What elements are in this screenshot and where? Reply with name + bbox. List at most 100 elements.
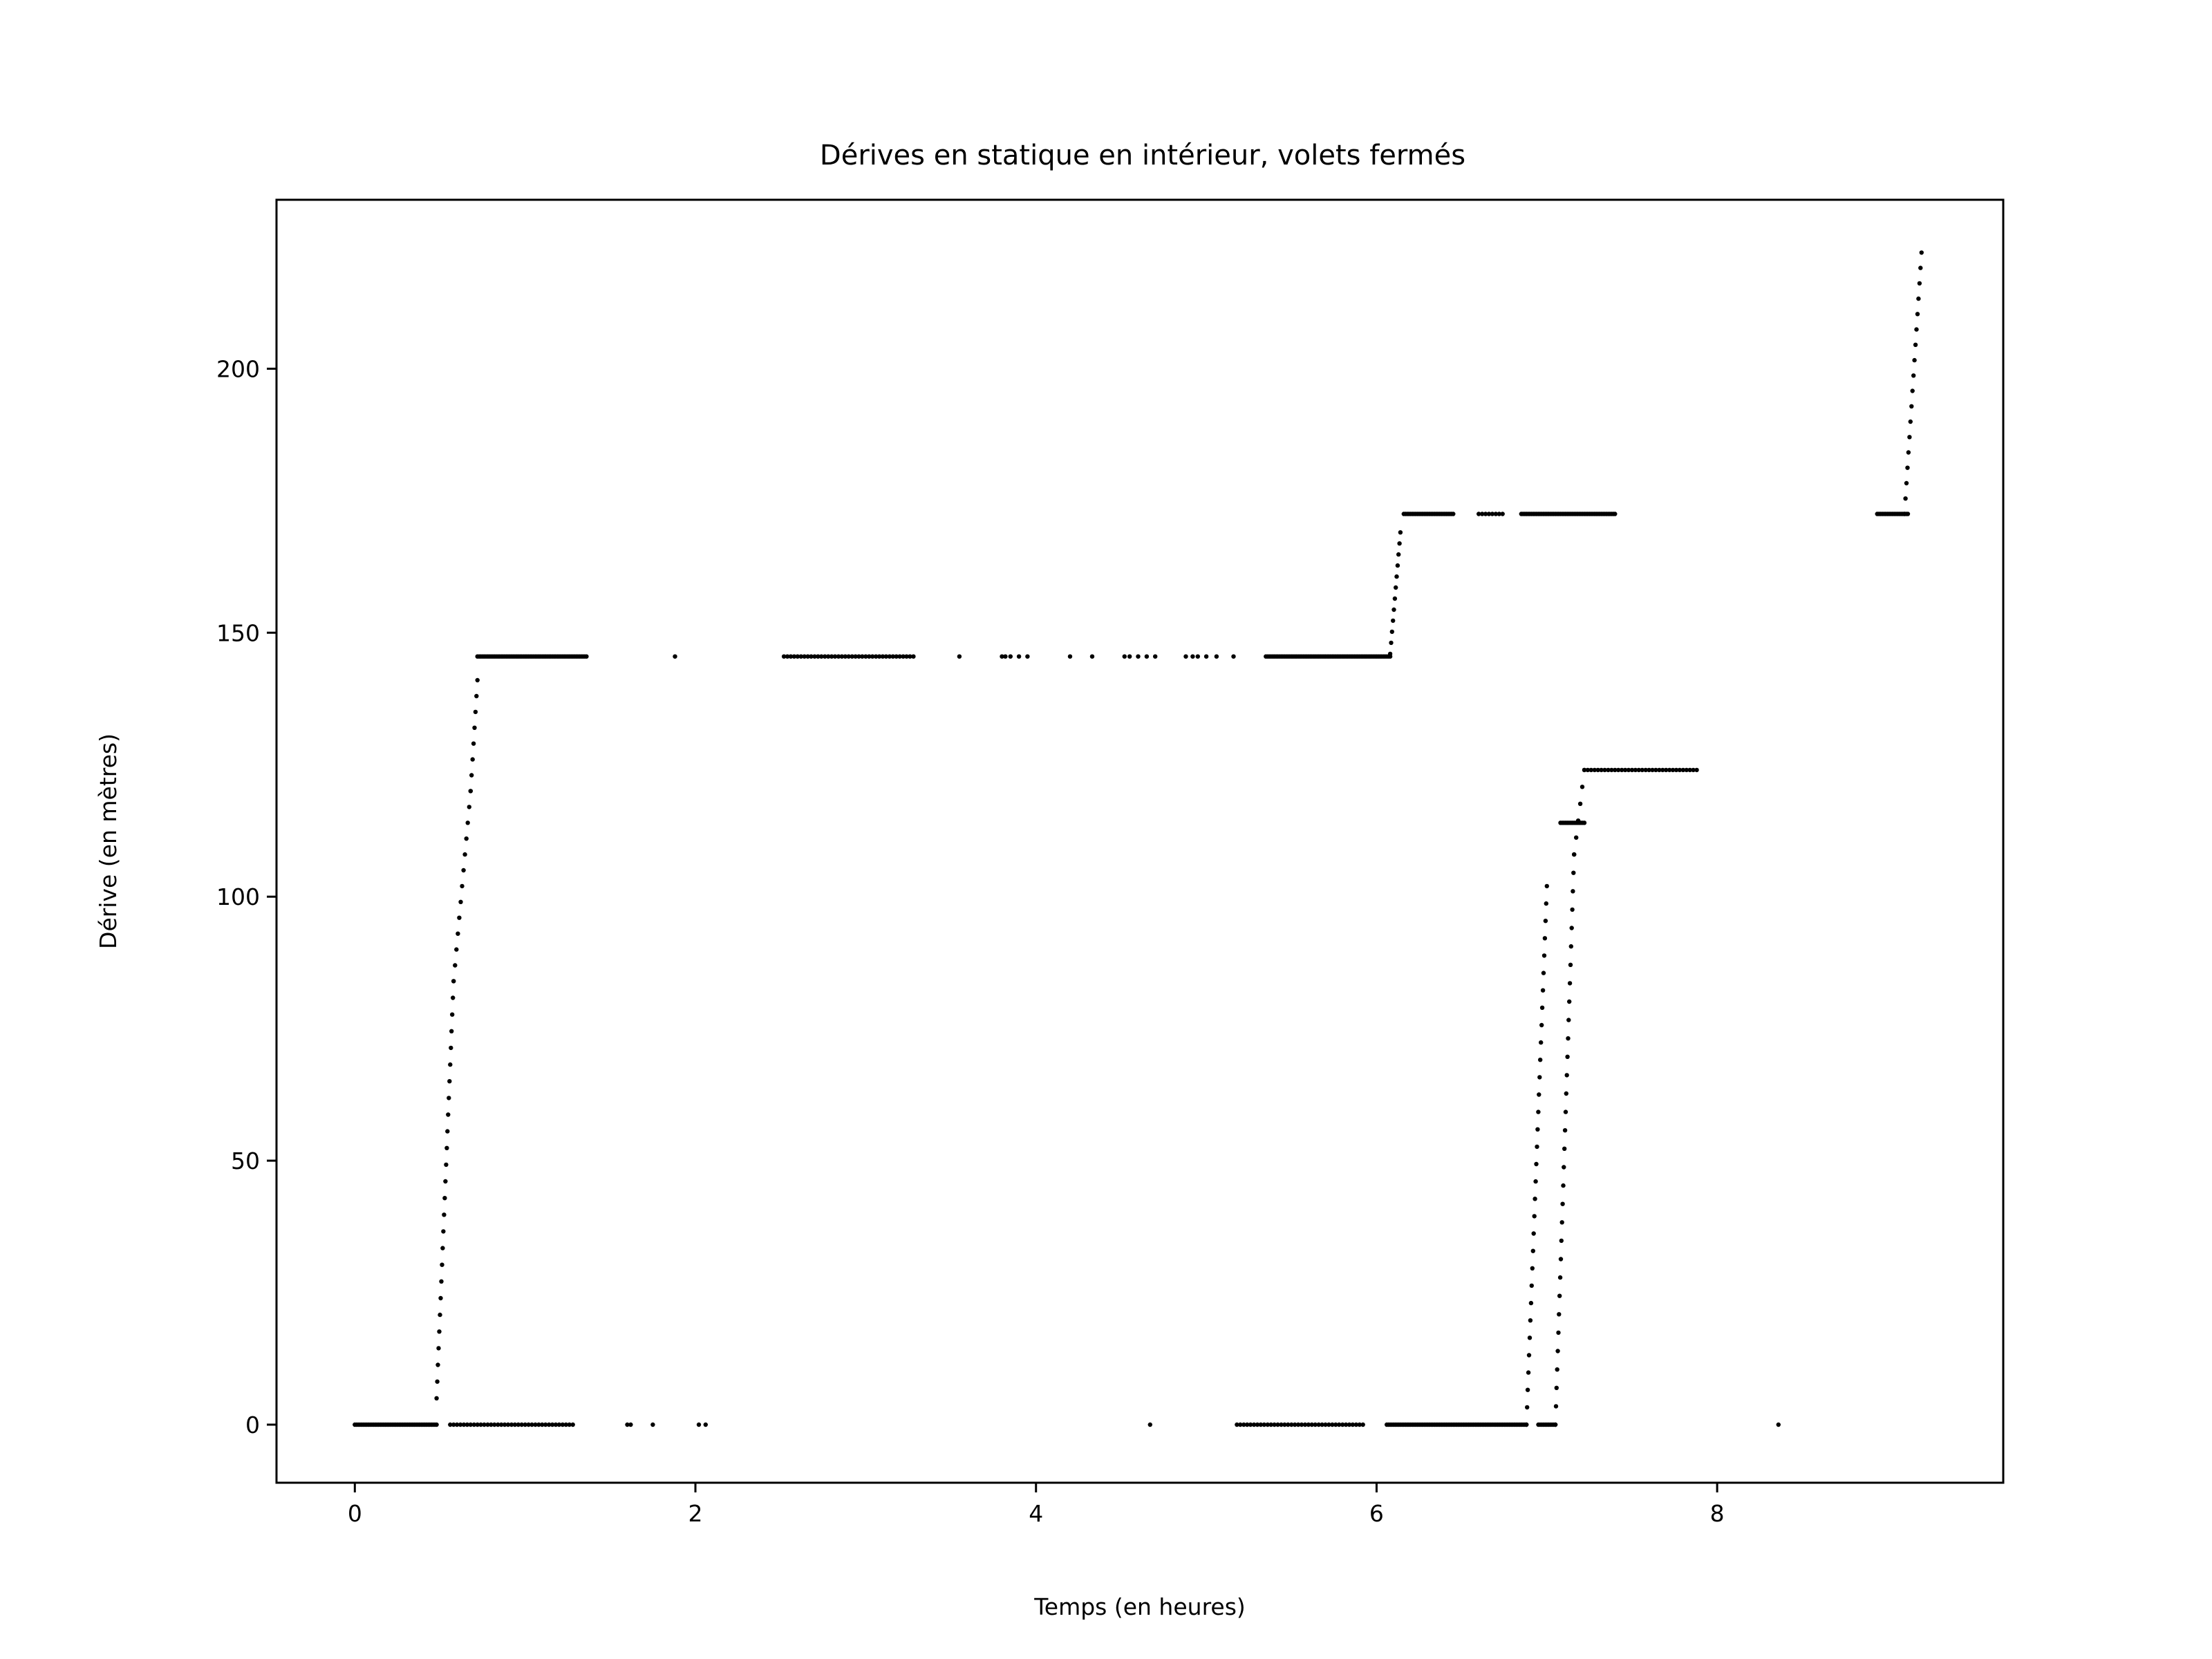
- data-point: [1903, 496, 1908, 501]
- data-point: [475, 677, 480, 683]
- data-point: [781, 654, 787, 659]
- data-point: [1025, 654, 1030, 659]
- data-point: [957, 654, 962, 659]
- data-point: [1529, 1283, 1534, 1288]
- data-point: [1582, 767, 1587, 773]
- data-point: [1557, 1312, 1562, 1317]
- data-point: [1486, 512, 1492, 516]
- data-point: [812, 654, 817, 659]
- data-point: [447, 1079, 452, 1084]
- data-point: [1353, 1422, 1359, 1427]
- data-point: [458, 899, 463, 905]
- data-point: [451, 995, 456, 1000]
- data-point: [1563, 1109, 1568, 1114]
- x-tick-label: 4: [1029, 1500, 1043, 1527]
- data-point: [468, 789, 473, 794]
- data-point: [436, 1346, 441, 1351]
- data-point: [1580, 785, 1585, 789]
- data-point: [1391, 607, 1396, 612]
- data-point: [795, 654, 800, 659]
- data-point: [1147, 1422, 1153, 1427]
- data-point: [1633, 767, 1638, 773]
- data-point: [839, 654, 845, 659]
- data-point: [802, 654, 807, 659]
- data-point: [897, 654, 902, 659]
- data-point: [448, 1062, 453, 1067]
- data-point: [1190, 654, 1195, 659]
- data-point: [1500, 512, 1505, 516]
- data-point: [1122, 654, 1127, 659]
- data-point: [1214, 654, 1219, 659]
- data-point: [1565, 1054, 1570, 1060]
- y-tick-label: 0: [245, 1412, 260, 1438]
- data-point: [454, 1422, 460, 1427]
- data-point: [1245, 1422, 1250, 1427]
- data-point: [1908, 419, 1913, 424]
- data-point: [512, 1422, 518, 1427]
- data-point: [1241, 1422, 1246, 1427]
- data-point: [462, 852, 467, 857]
- data-point: [1915, 312, 1920, 317]
- data-point: [1562, 1146, 1567, 1152]
- data-point: [1480, 512, 1485, 516]
- data-point: [856, 654, 861, 659]
- data-point: [1330, 1422, 1335, 1427]
- data-point: [853, 654, 858, 659]
- data-point: [1559, 1220, 1564, 1225]
- data-point: [1643, 767, 1648, 773]
- data-point: [540, 1422, 545, 1427]
- y-tick-label: 150: [216, 619, 260, 646]
- data-point: [1067, 654, 1073, 659]
- data-point: [1016, 654, 1022, 659]
- data-point: [1525, 1405, 1530, 1410]
- data-point: [1561, 1183, 1566, 1188]
- data-point: [1275, 1422, 1280, 1427]
- data-point: [696, 1422, 702, 1427]
- data-point: [1337, 1422, 1342, 1427]
- data-point: [1535, 1144, 1539, 1150]
- data-point: [457, 915, 462, 920]
- data-point: [1917, 281, 1922, 286]
- data-point: [1000, 654, 1004, 659]
- data-point: [1691, 767, 1696, 773]
- data-point: [1539, 1040, 1544, 1045]
- data-point: [1528, 1300, 1534, 1306]
- data-point: [901, 654, 906, 659]
- data-point: [509, 1422, 514, 1427]
- data-point: [1554, 1385, 1559, 1391]
- data-point: [470, 757, 475, 762]
- data-point: [1293, 1422, 1297, 1427]
- data-point: [1392, 596, 1398, 601]
- data-point: [1913, 342, 1918, 347]
- data-point: [1918, 265, 1923, 270]
- data-point: [1497, 512, 1501, 516]
- data-point: [492, 1422, 497, 1427]
- data-point: [482, 1422, 487, 1427]
- data-point: [1544, 901, 1548, 906]
- data-point: [473, 709, 478, 715]
- data-point: [1557, 1275, 1563, 1280]
- y-tick-label: 50: [231, 1147, 260, 1174]
- data-point: [471, 741, 476, 746]
- data-point: [823, 654, 827, 659]
- data-point: [1231, 654, 1236, 659]
- data-point: [1183, 654, 1188, 659]
- data-point: [435, 1379, 440, 1384]
- data-point: [1534, 1161, 1539, 1167]
- data-point: [1687, 767, 1692, 773]
- data-point: [877, 654, 882, 659]
- data-point: [1572, 852, 1577, 857]
- data-point: [1568, 962, 1573, 968]
- data-point: [502, 1422, 507, 1427]
- data-point: [1320, 1422, 1324, 1427]
- data-point: [496, 1422, 500, 1427]
- data-point: [673, 654, 677, 659]
- data-point: [1647, 767, 1651, 773]
- data-point: [434, 1396, 439, 1401]
- data-point: [505, 1422, 511, 1427]
- data-point: [1340, 1422, 1345, 1427]
- data-point: [443, 1179, 448, 1184]
- data-point: [1910, 388, 1915, 393]
- data-point: [805, 654, 810, 659]
